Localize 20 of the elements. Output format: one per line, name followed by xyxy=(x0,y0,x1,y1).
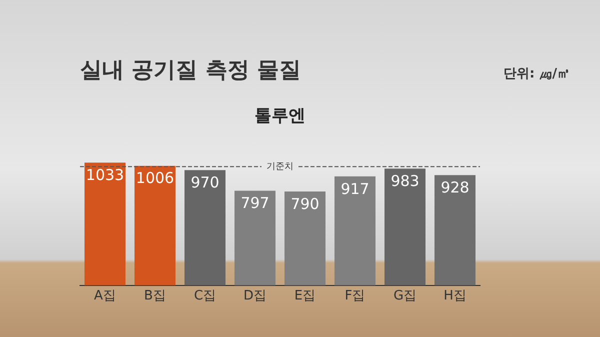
data-label: 797 xyxy=(240,194,270,212)
data-label: 1006 xyxy=(136,169,174,188)
data-label: 983 xyxy=(390,172,420,190)
x-tick-label: H집 xyxy=(444,288,466,304)
chart-subtitle: 톨루엔 xyxy=(254,106,306,126)
chart-title: 실내 공기질 측정 물질 xyxy=(80,58,301,83)
x-tick-label: B집 xyxy=(144,288,166,304)
data-label: 917 xyxy=(340,180,370,198)
data-label: 790 xyxy=(290,194,320,213)
x-tick-label: F집 xyxy=(344,288,366,304)
data-label: 970 xyxy=(190,174,220,192)
x-tick-label: D집 xyxy=(243,288,267,304)
x-tick-label: E집 xyxy=(294,288,316,304)
data-label: 928 xyxy=(440,178,470,197)
x-tick-label: C집 xyxy=(194,288,216,304)
data-label: 1033 xyxy=(86,166,124,184)
x-tick-label: A집 xyxy=(94,288,116,304)
ref-line-label: 기준치 xyxy=(266,162,294,172)
text: 단위: ㎍/㎥ xyxy=(504,66,570,82)
x-tick-label: G집 xyxy=(393,288,417,304)
